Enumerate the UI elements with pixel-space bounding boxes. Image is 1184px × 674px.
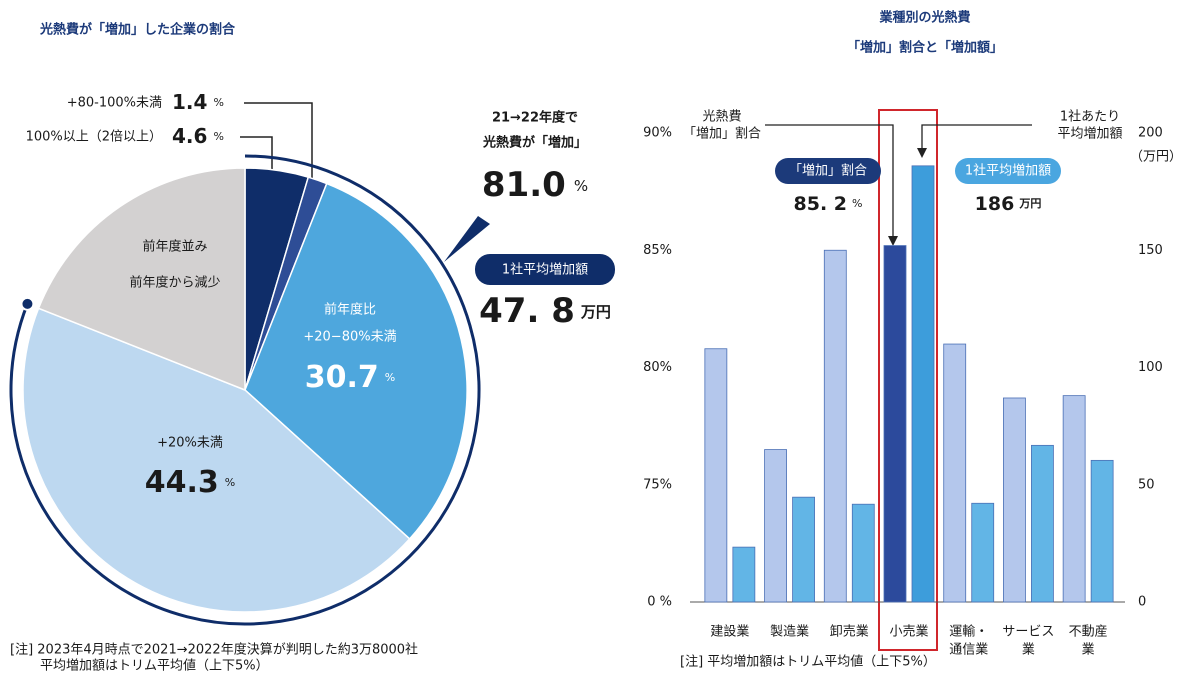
callout: 85. 2% bbox=[794, 193, 863, 215]
bar bbox=[764, 449, 787, 603]
leader-line bbox=[240, 136, 273, 172]
y-tick-label: 0 % bbox=[647, 595, 672, 610]
annotation-value: 81.0% bbox=[482, 165, 588, 205]
y2-tick-label: 0 bbox=[1138, 595, 1146, 610]
footnote: [注] 平均増加額はトリム平均値（上下5%） bbox=[680, 654, 936, 670]
annotation: 21→22年度で bbox=[492, 110, 578, 126]
x-tick-label: 業 bbox=[1082, 642, 1095, 658]
badge-text: 1社平均増加額 bbox=[502, 262, 588, 278]
footnote: [注] 2023年4月時点で2021→2022年度決算が判明した約3万8000社 bbox=[10, 642, 418, 658]
badge-text: 1社平均増加額 bbox=[965, 163, 1051, 179]
y-tick-label: 85% bbox=[643, 243, 672, 258]
value: 81.0 bbox=[482, 165, 566, 205]
slice-label: +20%未満 bbox=[157, 436, 223, 451]
x-tick-label: 運輸・ bbox=[949, 625, 988, 640]
unit: 万円 bbox=[580, 303, 611, 321]
footnote: 平均増加額はトリム平均値（上下5%） bbox=[40, 658, 269, 674]
bar bbox=[943, 343, 967, 603]
slice-label: 前年度比 bbox=[324, 302, 376, 318]
bar bbox=[911, 165, 935, 603]
slice-label: +20−80%未満 bbox=[303, 330, 396, 345]
pie-slice bbox=[37, 167, 246, 392]
bar bbox=[792, 496, 815, 603]
y2-tick-label: 200 bbox=[1138, 126, 1163, 141]
slice-label: 100%以上（2倍以上） bbox=[26, 130, 162, 145]
arrow bbox=[917, 148, 927, 158]
slice-label: 前年度から減少 bbox=[129, 275, 220, 291]
x-tick-label: 小売業 bbox=[889, 624, 928, 640]
bar bbox=[851, 503, 875, 603]
slice-label: 前年度並み bbox=[142, 239, 207, 255]
value: 30.7 bbox=[305, 360, 379, 395]
arrow bbox=[888, 236, 898, 246]
x-tick-label: サービス bbox=[1002, 625, 1054, 640]
pointer bbox=[444, 216, 490, 262]
pie-slice bbox=[244, 182, 468, 540]
annotation-value: 47. 8 万円 bbox=[479, 291, 611, 331]
y-tick-label: 90% bbox=[643, 126, 672, 141]
unit: % bbox=[225, 476, 235, 489]
value: 85. 2 bbox=[794, 193, 848, 215]
y-tick-label: 75% bbox=[643, 477, 672, 492]
unit: % bbox=[213, 130, 223, 143]
y2-tick-label: 150 bbox=[1138, 243, 1163, 258]
callout: 186 万円 bbox=[975, 193, 1042, 215]
unit: % bbox=[385, 371, 395, 384]
value: 47. 8 bbox=[479, 291, 575, 331]
slice-value: 4.6% bbox=[172, 124, 224, 148]
x-tick-label: 業 bbox=[1022, 642, 1035, 658]
badge bbox=[775, 158, 881, 184]
unit: % bbox=[574, 177, 588, 195]
ring-dot bbox=[20, 296, 35, 311]
x-tick-label: 不動産 bbox=[1069, 624, 1108, 640]
value: 186 bbox=[975, 193, 1015, 215]
badge bbox=[475, 254, 615, 285]
y2-unit: （万円） bbox=[1130, 150, 1182, 165]
slice-label: +80-100%未満 bbox=[67, 96, 162, 111]
pie-title: 光熱費が「増加」した企業の割合 bbox=[39, 22, 236, 38]
value: 1.4 bbox=[172, 90, 207, 114]
value: 4.6 bbox=[172, 124, 207, 148]
y2-tick-label: 50 bbox=[1138, 477, 1155, 492]
unit: % bbox=[852, 197, 862, 210]
annotation: 光熱費が「増加」 bbox=[482, 135, 587, 151]
pie-slice bbox=[22, 307, 411, 613]
y-label: 「増加」割合 bbox=[683, 126, 761, 142]
value: 44.3 bbox=[145, 465, 219, 500]
unit: 万円 bbox=[1018, 197, 1041, 210]
badge-text: 「増加」割合 bbox=[789, 163, 867, 179]
y-tick-label: 80% bbox=[643, 360, 672, 375]
bar-title: 「増加」割合と「増加額」 bbox=[847, 40, 1003, 56]
slice-value: 30.7% bbox=[305, 360, 395, 395]
slice-value: 44.3% bbox=[145, 465, 235, 500]
unit: % bbox=[213, 96, 223, 109]
x-tick-label: 卸売業 bbox=[830, 624, 869, 640]
pointer-line bbox=[765, 124, 894, 238]
bar bbox=[823, 249, 847, 603]
pointer-line bbox=[921, 124, 1032, 150]
leader-line bbox=[244, 102, 313, 180]
highlight-box bbox=[878, 109, 938, 651]
x-tick-label: 建設業 bbox=[710, 624, 749, 640]
bar bbox=[1090, 459, 1114, 603]
bar bbox=[883, 245, 907, 603]
x-tick-label: 通信業 bbox=[949, 642, 988, 658]
slice-value: 1.4% bbox=[172, 90, 224, 114]
badge bbox=[955, 158, 1061, 184]
bar bbox=[1003, 397, 1026, 603]
y2-tick-label: 100 bbox=[1138, 360, 1163, 375]
ring-arc bbox=[9, 154, 481, 626]
bar bbox=[732, 546, 756, 603]
y2-label: 平均増加額 bbox=[1057, 127, 1122, 142]
bar bbox=[1031, 444, 1054, 603]
y2-label: 1社あたり bbox=[1060, 109, 1120, 125]
x-tick-label: 製造業 bbox=[770, 624, 809, 640]
bar-title: 業種別の光熱費 bbox=[878, 10, 970, 26]
y-label: 光熱費 bbox=[702, 110, 741, 125]
bar bbox=[971, 502, 995, 603]
bar bbox=[704, 348, 728, 603]
bar bbox=[1062, 395, 1086, 603]
